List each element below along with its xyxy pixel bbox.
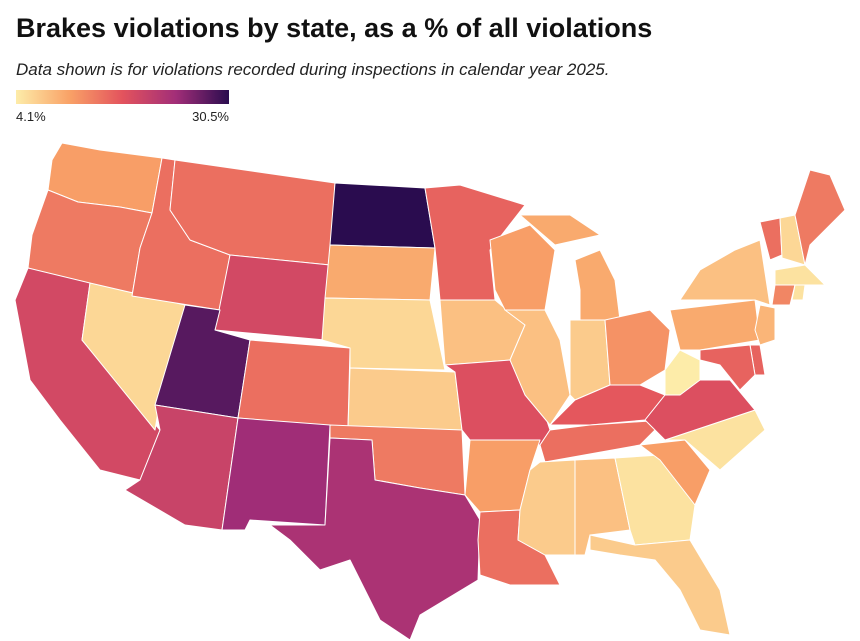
states bbox=[14, 142, 846, 641]
state bbox=[214, 254, 331, 341]
state bbox=[237, 339, 351, 429]
state bbox=[794, 169, 846, 266]
state bbox=[424, 184, 526, 301]
state bbox=[754, 304, 776, 346]
state bbox=[347, 367, 463, 431]
state bbox=[489, 224, 556, 311]
state bbox=[269, 437, 481, 641]
state bbox=[679, 239, 771, 306]
state bbox=[221, 417, 331, 531]
state bbox=[771, 284, 796, 306]
chart-title: Brakes violations by state, as a % of al… bbox=[16, 13, 652, 43]
state bbox=[329, 182, 436, 249]
color-legend bbox=[16, 90, 229, 104]
legend-min-label: 4.1% bbox=[16, 109, 46, 124]
chart-subtitle: Data shown is for violations recorded du… bbox=[16, 60, 609, 79]
state bbox=[639, 439, 711, 506]
legend-max-label: 30.5% bbox=[192, 109, 229, 124]
state bbox=[774, 264, 826, 286]
state bbox=[324, 244, 436, 301]
state bbox=[759, 217, 783, 261]
state bbox=[791, 284, 806, 301]
state bbox=[589, 534, 731, 636]
state bbox=[699, 344, 756, 391]
state bbox=[604, 309, 671, 386]
state bbox=[669, 299, 761, 351]
